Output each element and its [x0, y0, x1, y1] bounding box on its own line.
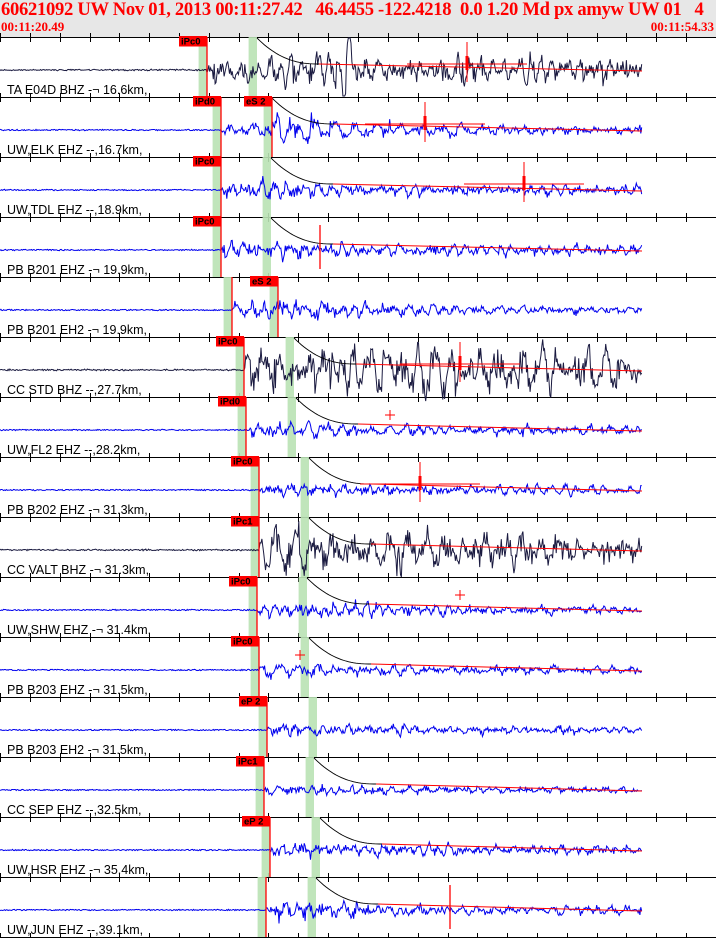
svg-text:UW,HSR EHZ -¬ 35.4km,: UW,HSR EHZ -¬ 35.4km,: [7, 863, 148, 877]
svg-text:CC STD BHZ --,27.7km,: CC STD BHZ --,27.7km,: [7, 383, 142, 397]
svg-text:UW,SHW EHZ -¬ 31.4km,: UW,SHW EHZ -¬ 31.4km,: [7, 623, 151, 637]
svg-text:iPc0: iPc0: [181, 37, 201, 48]
svg-text:UW,TDL EHZ --,18.9km,: UW,TDL EHZ --,18.9km,: [7, 203, 142, 217]
svg-text:CC VALT BHZ -¬ 31.3km,: CC VALT BHZ -¬ 31.3km,: [7, 563, 149, 577]
svg-text:iPd0: iPd0: [195, 97, 215, 108]
svg-text:PB B202 EHZ -¬ 31.3km,: PB B202 EHZ -¬ 31.3km,: [7, 503, 148, 517]
svg-text:iPd0: iPd0: [220, 397, 240, 408]
svg-text:eS 2: eS 2: [252, 277, 272, 288]
svg-text:iPc1: iPc1: [233, 517, 253, 528]
svg-text:iPc0: iPc0: [231, 577, 251, 588]
svg-text:iPc0: iPc0: [195, 217, 215, 228]
svg-text:UW,FL2 EHZ --,28.2km,: UW,FL2 EHZ --,28.2km,: [7, 443, 140, 457]
svg-text:PB B203 EHZ -¬ 31.5km,: PB B203 EHZ -¬ 31.5km,: [7, 683, 148, 697]
svg-text:CC SEP EHZ --,32.5km,: CC SEP EHZ --,32.5km,: [7, 803, 142, 817]
svg-text:iPc0: iPc0: [233, 637, 253, 648]
svg-text:PB B201 EHZ -¬ 19.9km,: PB B201 EHZ -¬ 19.9km,: [7, 263, 148, 277]
svg-text:iPc0: iPc0: [233, 457, 253, 468]
svg-text:eS 2: eS 2: [246, 97, 266, 108]
svg-text:PB B203 EH2 -¬ 31.5km,: PB B203 EH2 -¬ 31.5km,: [7, 743, 147, 757]
svg-text:eP 2: eP 2: [241, 697, 260, 708]
svg-text:PB B201 EH2 -¬ 19.9km,: PB B201 EH2 -¬ 19.9km,: [7, 323, 147, 337]
svg-text:UW,JUN EHZ --,39.1km,: UW,JUN EHZ --,39.1km,: [7, 923, 143, 937]
svg-text:iPc0: iPc0: [195, 157, 215, 168]
svg-text:iPc0: iPc0: [218, 337, 238, 348]
svg-text:UW,ELK EHZ --,16.7km,: UW,ELK EHZ --,16.7km,: [7, 143, 142, 157]
svg-text:iPc1: iPc1: [238, 757, 258, 768]
svg-text:TA E04D BHZ -¬ 16.6km,: TA E04D BHZ -¬ 16.6km,: [7, 83, 147, 97]
svg-text:eP 2: eP 2: [244, 817, 263, 828]
